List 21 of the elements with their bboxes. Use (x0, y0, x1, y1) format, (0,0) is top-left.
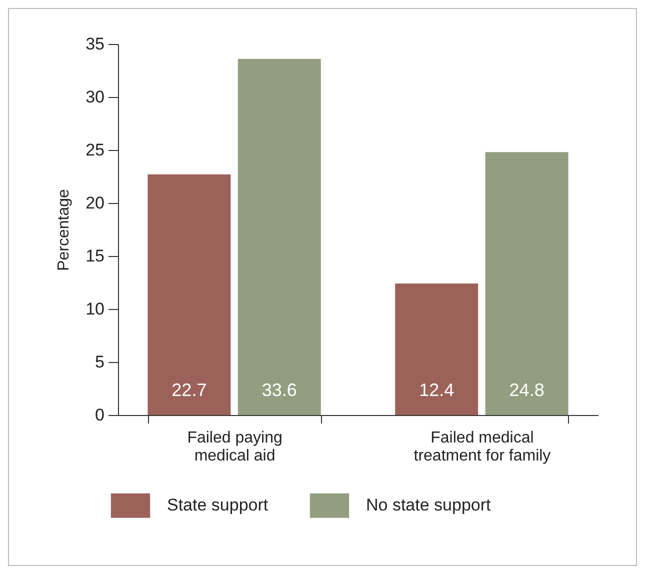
y-tick-label: 35 (86, 34, 104, 54)
y-tick-label: 30 (86, 88, 104, 106)
data-label: 33.6 (262, 380, 297, 400)
data-label: 24.8 (509, 380, 544, 400)
bar (238, 58, 321, 415)
bar (148, 174, 231, 415)
y-tick-label: 10 (86, 300, 104, 318)
data-label: 22.7 (172, 380, 207, 400)
data-label: 12.4 (419, 380, 454, 400)
y-tick-label: 5 (95, 352, 104, 372)
legend-label: State support (167, 496, 268, 515)
x-tick-label: Failed medical treatment for family (414, 430, 551, 464)
y-axis-title: Percentage (56, 188, 73, 271)
y-tick-label: 20 (86, 194, 104, 212)
bar (395, 284, 478, 415)
bar (485, 152, 568, 415)
y-tick-label: 15 (86, 246, 104, 266)
legend-label: No state support (366, 496, 492, 515)
x-tick-label: Failed paying medical aid (187, 430, 282, 464)
y-tick-label: 0 (95, 406, 104, 424)
y-tick-label: 25 (86, 140, 104, 160)
